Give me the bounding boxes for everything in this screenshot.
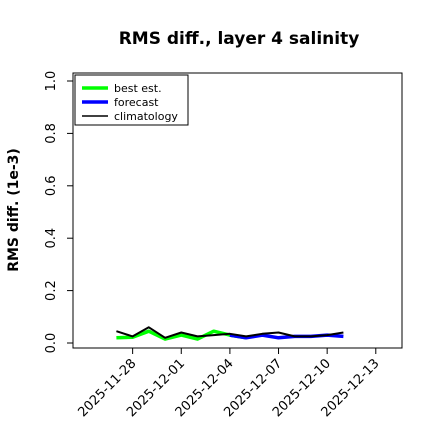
y-axis: 0.0 0.2 0.4 0.6 0.8 1.0 bbox=[44, 71, 73, 354]
x-axis: 2025-11-282025-12-012025-12-042025-12-07… bbox=[75, 348, 383, 420]
legend-label-1: forecast bbox=[114, 96, 159, 109]
series-line-climatology bbox=[116, 326, 344, 339]
y-tick-label-0: 0.0 bbox=[44, 333, 59, 354]
y-tick-label-2: 0.4 bbox=[44, 228, 59, 249]
legend-box bbox=[74, 74, 189, 126]
plot-frame bbox=[72, 72, 403, 349]
y-tick-label-3: 0.6 bbox=[44, 175, 59, 196]
y-axis-label: RMS diff. (1e-3) bbox=[6, 148, 22, 272]
legend-label-0: best est. bbox=[114, 82, 162, 95]
plot-series bbox=[116, 326, 344, 341]
y-tick-label-4: 0.8 bbox=[44, 123, 59, 144]
legend-label-2: climatology bbox=[114, 110, 178, 123]
y-tick-label-5: 1.0 bbox=[44, 71, 59, 92]
chart-title: RMS diff., layer 4 salinity bbox=[119, 29, 360, 49]
y-tick-label-1: 0.2 bbox=[44, 280, 59, 301]
